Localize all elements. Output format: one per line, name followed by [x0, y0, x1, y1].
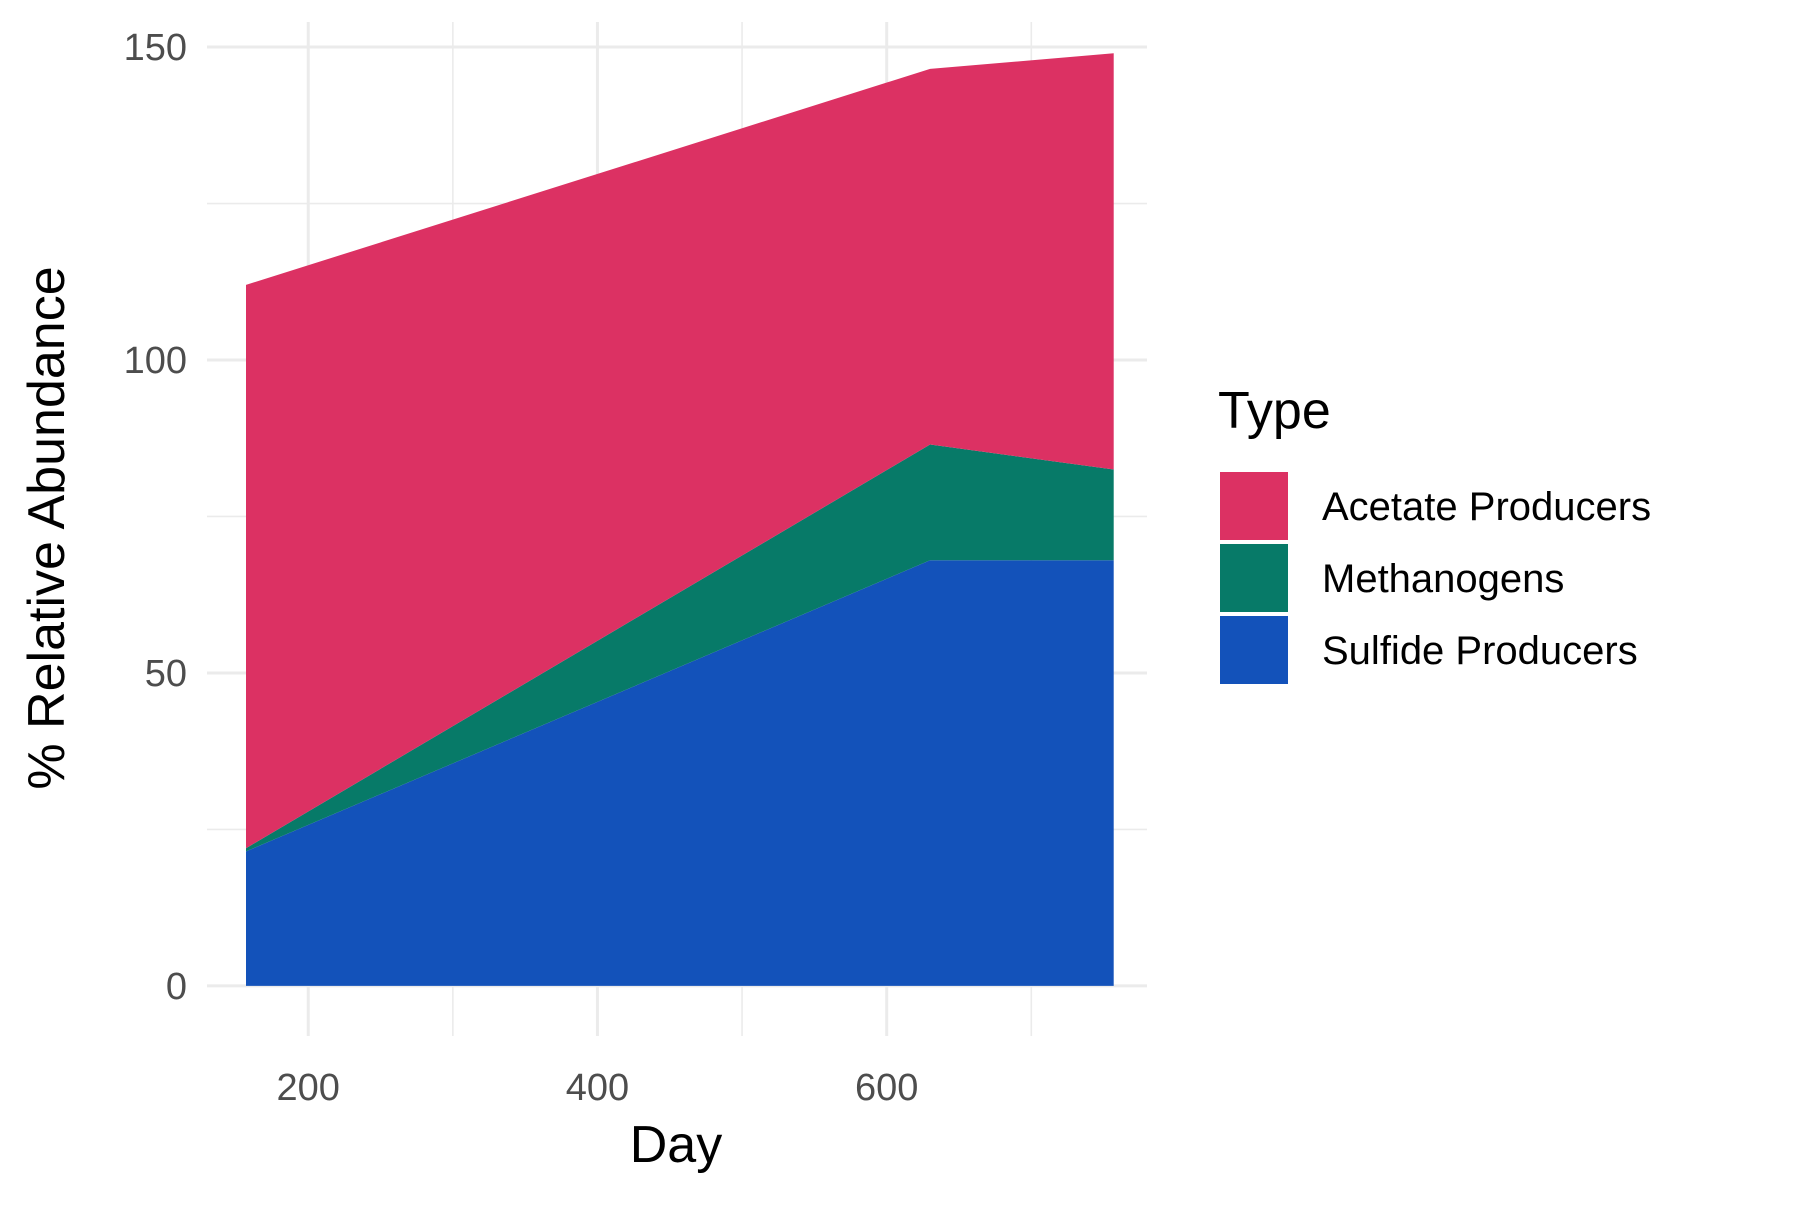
area-acetate-producers [246, 53, 1114, 849]
x-tick-label-0: 200 [277, 1067, 340, 1109]
legend-label-sulfide-producers: Sulfide Producers [1322, 629, 1638, 673]
x-tick-label-1: 400 [566, 1067, 629, 1109]
tick-layer: 200 400 600 0 50 100 150 [124, 27, 919, 1109]
legend-swatch-sulfide-producers [1220, 616, 1288, 684]
legend-label-methanogens: Methanogens [1322, 557, 1564, 601]
x-tick-label-2: 600 [855, 1067, 918, 1109]
area-layer [246, 53, 1114, 986]
legend-label-acetate-producers: Acetate Producers [1322, 485, 1651, 529]
y-tick-label-3: 150 [124, 27, 187, 69]
y-tick-label-2: 100 [124, 340, 187, 382]
y-tick-label-1: 50 [145, 653, 187, 695]
legend-swatch-acetate-producers [1220, 472, 1288, 540]
legend-title: Type [1218, 382, 1331, 440]
y-tick-label-0: 0 [166, 966, 187, 1008]
legend: Type Acetate Producers Methanogens Sulfide… [1218, 382, 1651, 684]
area-sulfide-producers [246, 560, 1114, 986]
y-axis-title: % Relative Abundance [18, 266, 76, 789]
area-methanogens [246, 444, 1114, 852]
x-axis-title: Day [630, 1116, 722, 1174]
legend-swatch-methanogens [1220, 544, 1288, 612]
legend-items: Acetate Producers Methanogens Sulfide Prod… [1220, 472, 1651, 684]
